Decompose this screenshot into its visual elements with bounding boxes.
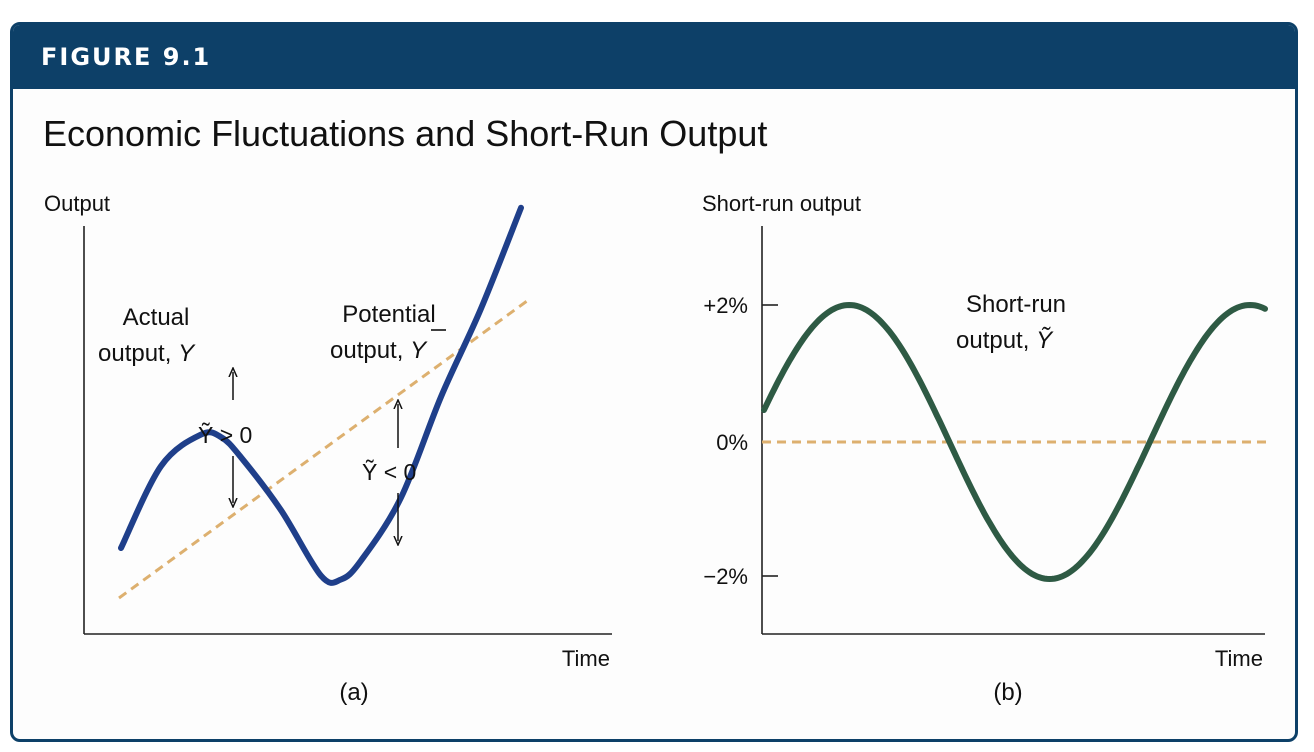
- figure-header: FIGURE 9.1: [13, 25, 1295, 89]
- negative-gap-label: Ỹ < 0: [362, 459, 416, 485]
- tick-label-plus2: +2%: [703, 293, 748, 318]
- panel-a: Output Time (a) Ỹ > 0 Ỹ < 0 Actual outpu…: [44, 191, 612, 706]
- figure-title: Economic Fluctuations and Short-Run Outp…: [43, 113, 768, 154]
- short-run-label-line1: Short-run: [966, 291, 1066, 318]
- actual-output-label-line1: Actual: [123, 304, 190, 331]
- panel-b: Short-run output Time (b) +2% 0% −2% Sho…: [702, 191, 1268, 706]
- short-run-label-line2: output, Ỹ: [956, 327, 1054, 354]
- figure-label: FIGURE 9.1: [41, 43, 212, 71]
- potential-output-label-line2: output, Y: [330, 337, 428, 364]
- panel-b-y-axis-label: Short-run output: [702, 191, 861, 216]
- panel-a-y-axis-label: Output: [44, 191, 110, 216]
- panel-a-label: (a): [339, 679, 368, 706]
- positive-gap-label: Ỹ > 0: [198, 422, 252, 448]
- figure-box: FIGURE 9.1 Economic Fluctuations and Sho…: [10, 22, 1298, 742]
- panel-a-x-axis-label: Time: [562, 646, 610, 671]
- potential-output-label-line1: Potential: [342, 301, 435, 328]
- actual-output-label-line2: output, Y: [98, 340, 196, 367]
- tick-label-zero: 0%: [716, 430, 748, 455]
- actual-output-line: [118, 204, 524, 586]
- short-run-output-line: [761, 301, 1268, 583]
- tick-label-minus2: −2%: [703, 564, 748, 589]
- panel-b-x-axis-label: Time: [1215, 646, 1263, 671]
- panel-b-label: (b): [993, 679, 1022, 706]
